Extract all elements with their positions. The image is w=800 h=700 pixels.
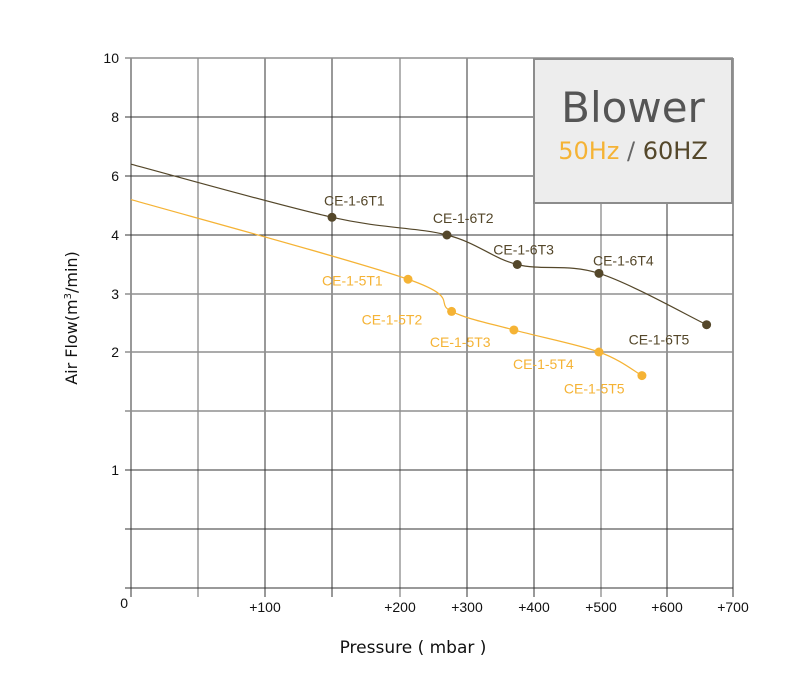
- series-line: [130, 163, 707, 326]
- data-point-marker: [327, 212, 337, 222]
- data-point-marker: [442, 230, 452, 240]
- legend-separator: /: [619, 137, 643, 165]
- data-point-marker: [637, 371, 647, 381]
- legend-title: Blower: [561, 83, 705, 132]
- y-tick-label: 3: [111, 286, 119, 302]
- series-60hz: CE-1-6T1 CE-1-6T2 CE-1-6T3 CE-1-6T4 CE-1-6T5: [130, 163, 712, 348]
- data-point-label: CE-1-5T4: [513, 356, 574, 372]
- data-point-marker: [594, 347, 604, 357]
- series-50hz: CE-1-5T1 CE-1-5T2 CE-1-5T3 CE-1-5T4 CE-1-5T5: [130, 199, 647, 397]
- data-point-label: CE-1-5T5: [564, 381, 625, 397]
- y-tick-label: 4: [111, 227, 119, 243]
- x-tick-label: +200: [384, 599, 416, 615]
- data-point-marker: [594, 268, 604, 278]
- y-tick-label: 1: [111, 462, 119, 478]
- data-point-label: CE-1-6T4: [593, 252, 654, 268]
- y-tick-label: 8: [111, 109, 119, 125]
- data-point-label: CE-1-6T1: [324, 192, 385, 208]
- x-axis-tick-labels: +100 +200 +300 +400 +500 +600 +700: [249, 599, 749, 615]
- data-point-marker: [512, 260, 522, 269]
- y-tick-label: 0: [120, 595, 128, 611]
- legend-box: Blower 50Hz / 60HZ: [533, 58, 733, 204]
- x-tick-label: +700: [717, 599, 749, 615]
- data-point-label: CE-1-6T5: [629, 332, 690, 348]
- y-axis-title: Air Flow(m3/min): [62, 251, 81, 385]
- legend-50hz: 50Hz: [558, 137, 620, 165]
- x-tick-label: +600: [651, 599, 683, 615]
- grid-lines: [125, 57, 734, 597]
- data-point-marker: [447, 306, 457, 316]
- data-series: CE-1-6T1 CE-1-6T2 CE-1-6T3 CE-1-6T4 CE-1-6T5…: [130, 163, 712, 397]
- y-tick-label: 10: [103, 50, 119, 66]
- data-point-label: CE-1-5T3: [430, 334, 491, 350]
- data-point-label: CE-1-5T1: [322, 272, 383, 288]
- data-point-label: CE-1-6T3: [493, 242, 554, 258]
- data-point-label: CE-1-6T2: [433, 210, 494, 226]
- x-tick-label: +100: [249, 599, 281, 615]
- legend-60hz: 60HZ: [642, 137, 708, 165]
- x-tick-label: +400: [518, 599, 550, 615]
- x-tick-label: +300: [451, 599, 483, 615]
- data-point-marker: [509, 325, 519, 335]
- data-point-marker: [403, 274, 413, 284]
- x-axis-title: Pressure ( mbar ): [339, 638, 487, 658]
- y-axis-tick-labels: 0 1 2 3 4 6 8 10: [103, 50, 128, 611]
- legend-subtitle: 50Hz / 60HZ: [535, 136, 731, 166]
- y-tick-label: 6: [111, 168, 119, 184]
- x-tick-label: +500: [585, 599, 617, 615]
- data-point-label: CE-1-5T2: [362, 311, 423, 327]
- data-point-marker: [702, 320, 712, 330]
- y-tick-label: 2: [111, 344, 119, 360]
